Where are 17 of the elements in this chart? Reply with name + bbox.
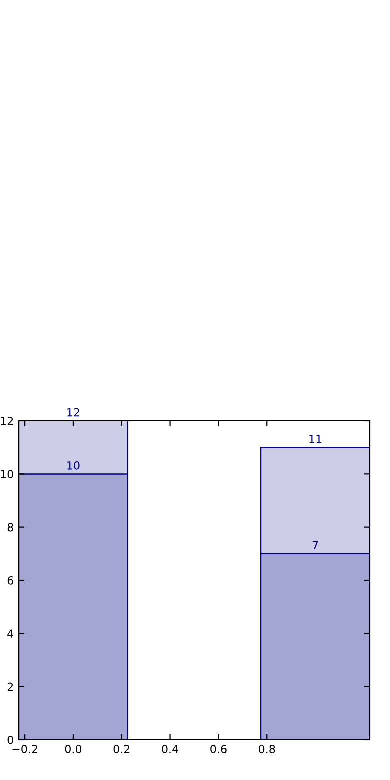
y-tick-label: 2 (8, 682, 14, 692)
x-tick-label: 0.2 (114, 745, 130, 754)
x-tick-label: 0.8 (259, 745, 276, 754)
y-tick-label: 6 (8, 576, 14, 585)
x-tick-label: −0.2 (12, 745, 38, 754)
x-tick-label: 0.6 (210, 745, 227, 754)
data-label: 7 (312, 541, 318, 550)
y-tick-label: 0 (8, 736, 14, 744)
total-label: 11 (310, 435, 322, 444)
y-tick-label: 10 (1, 470, 14, 479)
y-tick-label: 4 (8, 630, 14, 638)
x-tick-label: 0.4 (162, 745, 179, 754)
x-tick-label: 0.0 (65, 745, 82, 754)
total-label: 12 (68, 408, 80, 417)
data-label: 10 (68, 461, 80, 470)
y-tick-label: 8 (8, 523, 14, 532)
y-tick-label: 12 (1, 416, 14, 426)
